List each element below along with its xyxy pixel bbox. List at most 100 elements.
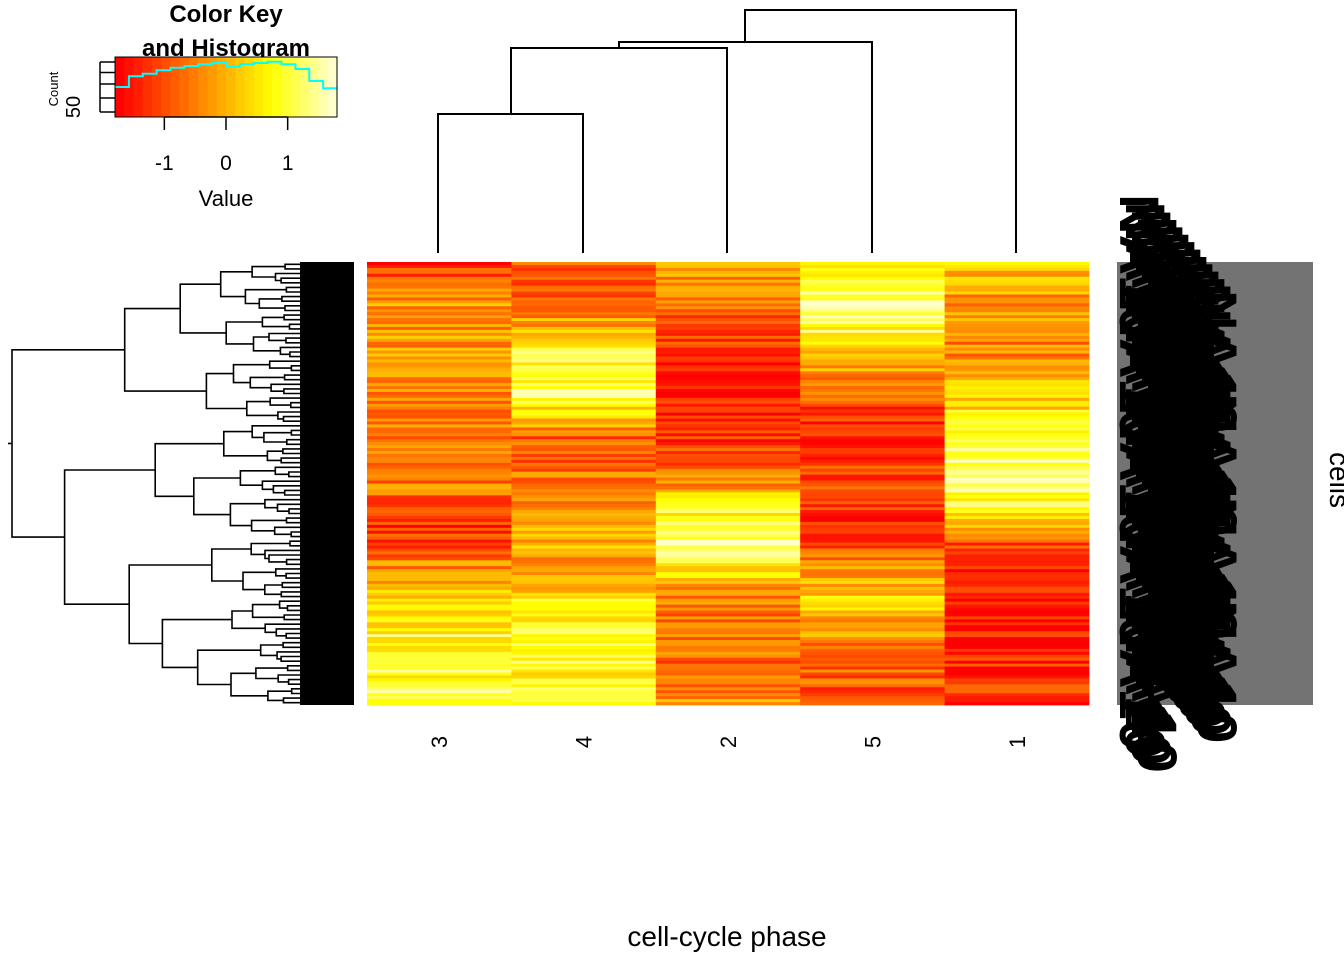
heatmap-cell bbox=[367, 394, 512, 399]
heatmap-cell bbox=[367, 507, 512, 511]
heatmap-cell bbox=[367, 690, 512, 694]
heatmap-cell bbox=[800, 545, 945, 549]
heatmap-cell bbox=[367, 421, 512, 425]
heatmap-cell bbox=[944, 678, 1090, 682]
heatmap-cell bbox=[367, 288, 512, 292]
heatmap-cell bbox=[800, 391, 945, 396]
heatmap-cell bbox=[367, 462, 512, 467]
heatmap-cell bbox=[655, 527, 801, 532]
heatmap-cell bbox=[800, 572, 945, 576]
key-color-band bbox=[161, 57, 172, 117]
heatmap-cell bbox=[655, 436, 801, 440]
heatmap-cell bbox=[655, 699, 801, 703]
heatmap-cell bbox=[367, 282, 512, 287]
heatmap-cell bbox=[367, 445, 512, 449]
heatmap-cell bbox=[944, 672, 1090, 676]
column-labels: 3 4 2 5 1 bbox=[427, 736, 1030, 748]
heatmap-cell bbox=[800, 335, 945, 340]
heatmap-cell bbox=[655, 397, 801, 402]
heatmap-cell bbox=[655, 300, 801, 304]
heatmap-cell bbox=[655, 400, 801, 405]
heatmap-cell bbox=[800, 598, 945, 603]
heatmap-cell bbox=[367, 309, 512, 313]
heatmap-cell bbox=[944, 619, 1090, 623]
heatmap-cell bbox=[800, 468, 945, 473]
heatmap-cell bbox=[367, 592, 512, 597]
heatmap-cell bbox=[511, 693, 657, 697]
key-color-band bbox=[327, 57, 338, 117]
heatmap-cell bbox=[800, 654, 945, 659]
heatmap-cell bbox=[655, 418, 801, 422]
heatmap-cell bbox=[800, 601, 945, 605]
heatmap-cell bbox=[655, 383, 801, 387]
heatmap-cell bbox=[367, 642, 512, 647]
heatmap-cell bbox=[944, 430, 1090, 434]
key-x-label: Value bbox=[199, 186, 254, 211]
heatmap-cell bbox=[655, 566, 801, 570]
heatmap-cell bbox=[800, 448, 945, 452]
heatmap-cell bbox=[944, 412, 1090, 416]
heatmap-cell bbox=[655, 660, 801, 665]
color-key: Color Key and Histogram Count 50 -1 0 1 Va… bbox=[46, 1, 338, 211]
heatmap-cell bbox=[944, 326, 1090, 331]
heatmap-cell bbox=[944, 371, 1090, 375]
heatmap-cell bbox=[367, 637, 512, 641]
row-branch bbox=[250, 542, 290, 556]
heatmap-cell bbox=[367, 442, 512, 446]
heatmap-cell bbox=[944, 433, 1090, 437]
heatmap-cell bbox=[511, 498, 657, 502]
heatmap-cell bbox=[655, 338, 801, 343]
heatmap-cell bbox=[367, 388, 512, 393]
row-branch bbox=[232, 363, 270, 384]
heatmap-cell bbox=[367, 651, 512, 656]
heatmap-cell bbox=[511, 326, 657, 331]
heatmap-cell bbox=[800, 400, 945, 405]
row-branch bbox=[219, 271, 253, 298]
heatmap-cell bbox=[511, 436, 657, 440]
heatmap-cell bbox=[367, 350, 512, 354]
heatmap-cell bbox=[367, 459, 512, 464]
heatmap-cell bbox=[944, 267, 1090, 272]
heatmap-cell bbox=[800, 453, 945, 458]
heatmap-cell bbox=[655, 326, 801, 331]
heatmap-cell bbox=[367, 595, 512, 600]
heatmap-cell bbox=[944, 566, 1090, 570]
heatmap-cell bbox=[511, 566, 657, 570]
heatmap-cell bbox=[800, 324, 945, 328]
heatmap-cell bbox=[367, 362, 512, 366]
heatmap-cell bbox=[800, 291, 945, 295]
heatmap-cell bbox=[655, 353, 801, 357]
heatmap-cell bbox=[655, 604, 801, 608]
heatmap-cell bbox=[944, 548, 1090, 552]
heatmap-cell bbox=[367, 480, 512, 484]
heatmap-cell bbox=[655, 492, 801, 496]
heatmap-cell bbox=[511, 465, 657, 470]
row-dendrogram bbox=[8, 262, 354, 705]
heatmap-cell bbox=[367, 415, 512, 419]
heatmap-cell bbox=[367, 699, 512, 703]
heatmap-cell bbox=[511, 601, 657, 605]
heatmap-cell bbox=[511, 598, 657, 603]
heatmap-cell bbox=[367, 513, 512, 517]
heatmap-cell bbox=[655, 362, 801, 366]
heatmap-cell bbox=[511, 433, 657, 437]
heatmap-cell bbox=[367, 377, 512, 381]
heatmap-cell bbox=[800, 383, 945, 387]
heatmap-cell bbox=[944, 681, 1090, 685]
heatmap-cell bbox=[511, 696, 657, 700]
heatmap-grid bbox=[367, 262, 1090, 706]
heatmap-cell bbox=[655, 386, 801, 390]
heatmap-cell bbox=[511, 321, 657, 325]
heatmap-cell bbox=[944, 344, 1090, 349]
heatmap-cell bbox=[944, 282, 1090, 287]
heatmap-cell bbox=[655, 332, 801, 337]
heatmap-cell bbox=[944, 513, 1090, 517]
heatmap-cell bbox=[655, 684, 801, 688]
heatmap-cell bbox=[367, 279, 512, 284]
heatmap-cell bbox=[800, 631, 945, 635]
heatmap-cell bbox=[511, 270, 657, 275]
heatmap-cell bbox=[800, 536, 945, 541]
heatmap-cell bbox=[367, 672, 512, 676]
heatmap-cell bbox=[944, 699, 1090, 703]
heatmap-cell bbox=[655, 557, 801, 561]
